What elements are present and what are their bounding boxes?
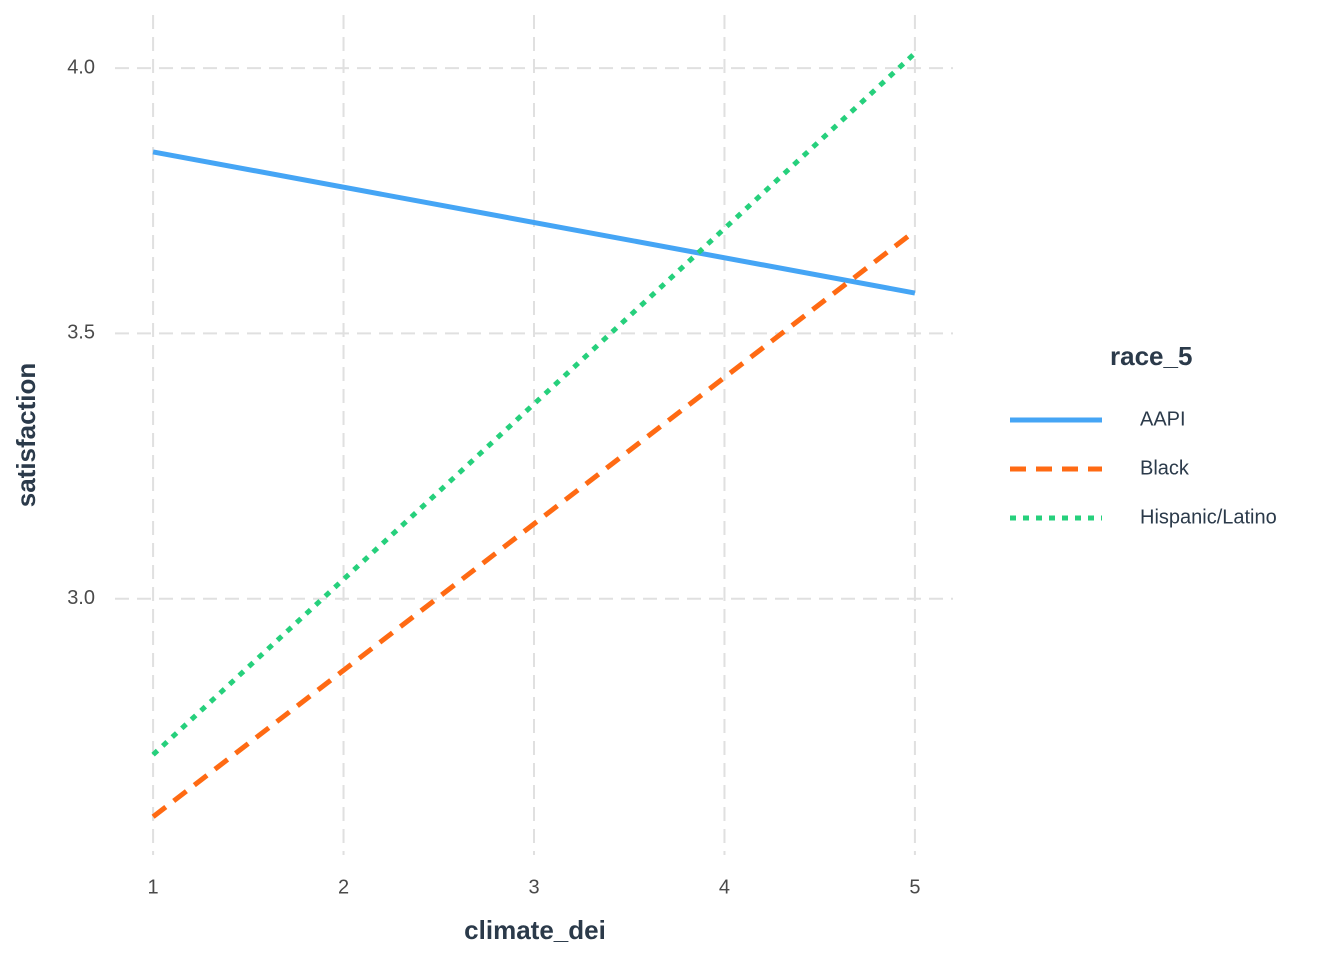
x-tick-label: 5 <box>909 876 920 898</box>
y-tick-label: 3.5 <box>67 322 95 344</box>
data-line <box>152 149 916 296</box>
data-line <box>151 51 917 757</box>
legend-label: Hispanic/Latino <box>1140 506 1277 528</box>
y-axis-title: satisfaction <box>11 363 41 508</box>
legend-title: race_5 <box>1110 341 1192 371</box>
x-tick-label: 4 <box>719 876 730 898</box>
x-tick-label: 1 <box>148 876 159 898</box>
x-tick-label: 2 <box>338 876 349 898</box>
x-axis-title: climate_dei <box>464 915 606 945</box>
legend-label: Black <box>1140 457 1190 479</box>
data-line <box>151 228 917 819</box>
y-tick-label: 4.0 <box>67 56 95 78</box>
y-tick-label: 3.0 <box>67 587 95 609</box>
legend-label: AAPI <box>1140 408 1186 430</box>
x-tick-label: 3 <box>528 876 539 898</box>
